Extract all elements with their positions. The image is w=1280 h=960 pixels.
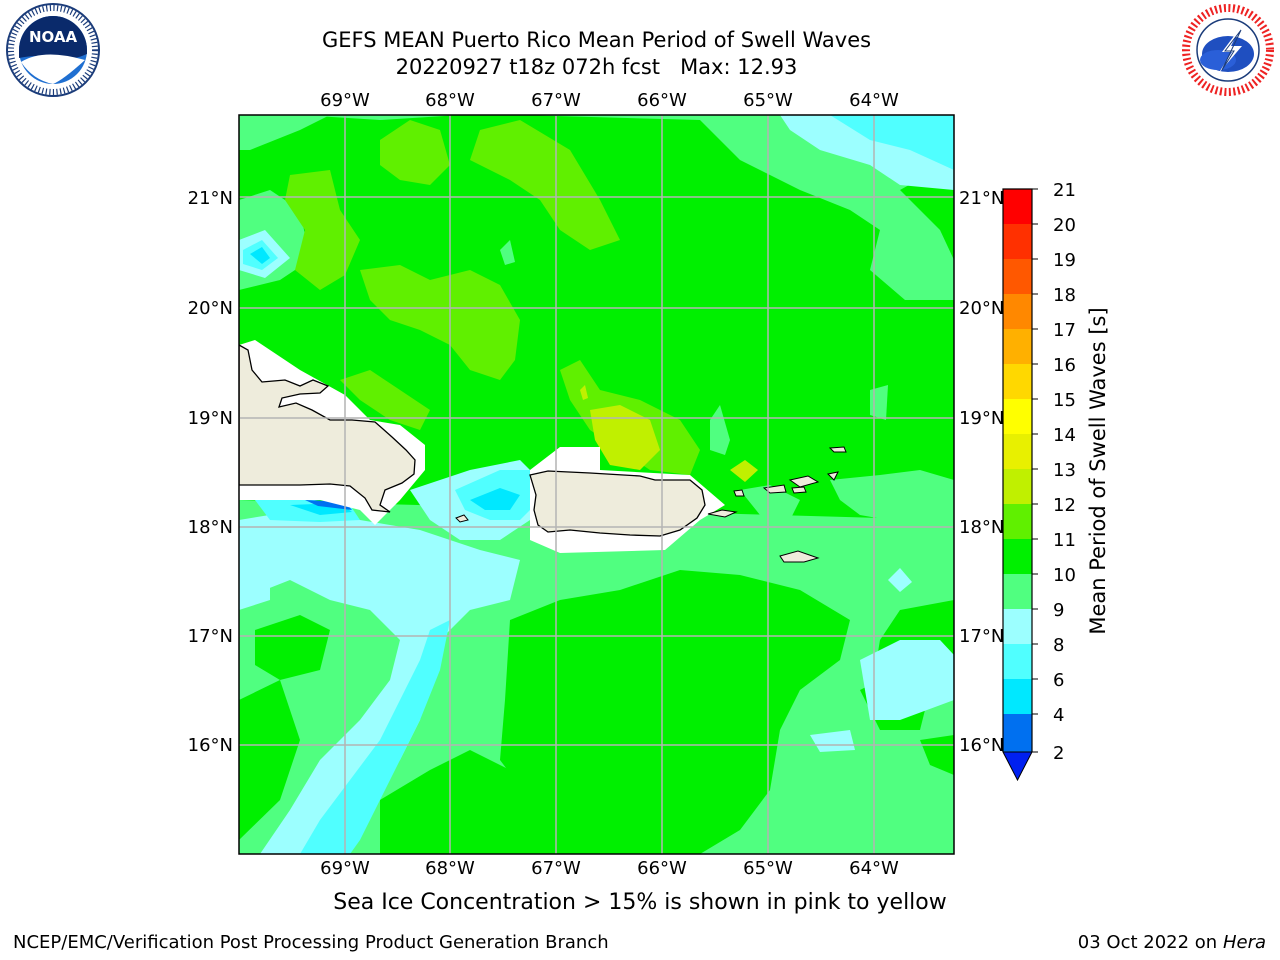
swell-period-field	[239, 115, 954, 854]
lat-label-left: 20°N	[188, 298, 233, 319]
lat-label-right: 20°N	[959, 298, 1004, 319]
colorbar-tick: 12	[1053, 495, 1076, 516]
lon-label-bottom: 66°W	[637, 858, 687, 879]
colorbar-tick: 8	[1053, 635, 1064, 656]
noaa-logo-icon: NOAA	[6, 3, 100, 97]
lon-label-top: 65°W	[743, 90, 793, 111]
colorbar: 21 20 19 18 17 16 15 14 13 12 11 10 9 8 …	[1002, 180, 1110, 782]
nws-logo-icon	[1182, 4, 1274, 96]
lat-label-left: 21°N	[188, 188, 233, 209]
colorbar-tick: 2	[1053, 743, 1064, 764]
colorbar-tick: 14	[1053, 425, 1076, 446]
hispaniola-land	[239, 344, 416, 513]
lat-label-right: 19°N	[959, 408, 1004, 429]
colorbar-tick: 16	[1053, 355, 1076, 376]
colorbar-tick: 13	[1053, 460, 1076, 481]
lat-label-left: 18°N	[188, 517, 233, 538]
footer-date-text: 03 Oct 2022 on	[1077, 932, 1223, 953]
map-subtitle: 20220927 t18z 072h fcst Max: 12.93	[395, 55, 798, 79]
colorbar-tick: 4	[1053, 705, 1064, 726]
lon-label-bottom: 68°W	[425, 858, 475, 879]
colorbar-label: Mean Period of Swell Waves [s]	[1086, 307, 1110, 634]
colorbar-tick: 10	[1053, 565, 1076, 586]
lat-label-right: 21°N	[959, 188, 1004, 209]
lat-label-right: 18°N	[959, 517, 1004, 538]
colorbar-tick: 6	[1053, 670, 1064, 691]
colorbar-tick: 9	[1053, 600, 1064, 621]
lat-label-left: 16°N	[188, 735, 233, 756]
noaa-logo-text: NOAA	[29, 28, 78, 46]
lon-label-bottom: 64°W	[849, 858, 899, 879]
lat-label-right: 16°N	[959, 735, 1004, 756]
lon-label-top: 66°W	[637, 90, 687, 111]
colorbar-tick: 11	[1053, 530, 1076, 551]
lon-label-bottom: 67°W	[531, 858, 581, 879]
colorbar-tick: 19	[1053, 250, 1076, 271]
footer-credit: NCEP/EMC/Verification Post Processing Pr…	[13, 932, 609, 953]
lon-label-bottom: 69°W	[320, 858, 370, 879]
lat-label-right: 17°N	[959, 626, 1004, 647]
footer-machine: Hera	[1222, 932, 1266, 953]
lat-label-left: 19°N	[188, 408, 233, 429]
map-title: GEFS MEAN Puerto Rico Mean Period of Swe…	[321, 28, 872, 52]
footer-date: 03 Oct 2022 on Hera	[1078, 932, 1266, 953]
colorbar-tick: 15	[1053, 390, 1076, 411]
colorbar-tick: 20	[1053, 215, 1076, 236]
lat-label-left: 17°N	[188, 626, 233, 647]
colorbar-tick: 17	[1053, 320, 1076, 341]
map-frame	[238, 114, 955, 855]
graticule	[239, 115, 954, 854]
lon-label-bottom: 65°W	[743, 858, 793, 879]
colorbar-tick: 21	[1053, 180, 1076, 201]
lon-label-top: 67°W	[531, 90, 581, 111]
lon-label-top: 69°W	[320, 90, 370, 111]
colorbar-tick: 18	[1053, 285, 1076, 306]
lon-label-top: 64°W	[849, 90, 899, 111]
sea-ice-caption: Sea Ice Concentration > 15% is shown in …	[333, 890, 947, 915]
lon-label-top: 68°W	[425, 90, 475, 111]
